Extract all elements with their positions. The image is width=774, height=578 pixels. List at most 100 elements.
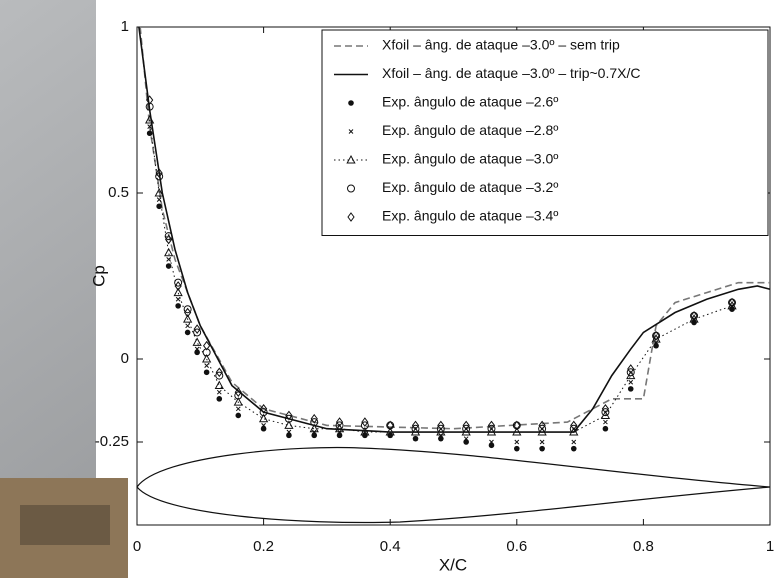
marker-circle: [215, 371, 224, 380]
marker-dot: [627, 386, 634, 392]
marker-diamond: [184, 307, 192, 318]
x-tick-label: 0.2: [253, 538, 274, 555]
marker-circle: [626, 368, 635, 377]
marker-triangle: [145, 114, 155, 124]
marker-triangle: [385, 426, 395, 436]
marker-circle: [569, 424, 578, 433]
marker-diamond: [627, 364, 635, 374]
marker-circle: [462, 424, 471, 433]
marker-diamond: [347, 212, 355, 222]
marker-circle: [164, 232, 173, 241]
marker-dot: [175, 303, 181, 309]
y-tick-label: 0.5: [108, 184, 129, 201]
marker-triangle: [346, 154, 356, 164]
marker-triangle: [164, 247, 174, 257]
marker-circle: [538, 424, 547, 433]
marker-cross: [628, 379, 634, 385]
marker-diamond: [386, 420, 394, 431]
marker-triangle: [284, 420, 294, 429]
marker-circle: [234, 391, 243, 400]
marker-diamond: [487, 420, 496, 431]
marker-dot: [184, 329, 191, 336]
marker-diamond: [155, 168, 163, 178]
x-tick-label: 0.4: [380, 538, 401, 555]
legend-box: [321, 29, 769, 236]
marker-triangle: [192, 337, 202, 346]
legend: Xfoil – âng. de ataque –3.0º – sem trip X…: [321, 29, 769, 236]
marker-cross: [571, 439, 577, 445]
legend-label: Exp. ângulo de ataque –2.8º: [382, 122, 558, 138]
marker-diamond: [165, 234, 173, 245]
marker-dot: [165, 263, 172, 269]
marker-triangle: [214, 380, 224, 390]
marker-triangle: [258, 413, 269, 423]
plot: 0 0.2 0.4 0.6 0.8 1 -0.25 0 0.5 1: [95, 18, 774, 555]
marker-diamond: [361, 417, 369, 427]
legend-label: Exp. ângulo de ataque –3.2º: [382, 179, 558, 195]
marker-diamond: [193, 324, 201, 334]
marker-triangle: [154, 187, 164, 197]
legend-label: Exp. ângulo de ataque –3.4º: [382, 208, 558, 224]
y-tick-label: -0.25: [95, 433, 129, 450]
marker-cross: [216, 389, 222, 395]
marker-dot: [539, 445, 545, 452]
marker-cross: [261, 423, 266, 428]
marker-diamond: [437, 420, 445, 431]
marker-circle: [347, 184, 355, 193]
marker-circle: [202, 348, 211, 357]
marker-circle: [284, 414, 293, 423]
marker-diamond: [174, 281, 182, 291]
series-line: [139, 26, 770, 430]
photo-detail: [20, 505, 110, 545]
marker-circle: [193, 328, 202, 337]
marker-dot: [602, 425, 609, 432]
marker-cross: [463, 436, 469, 442]
marker-cross: [286, 429, 292, 435]
marker-dot: [570, 445, 577, 452]
legend-label: Exp. ângulo de ataque –3.0º: [382, 151, 558, 167]
marker-diamond: [570, 420, 578, 431]
marker-circle: [487, 424, 496, 433]
marker-cross: [348, 129, 354, 134]
marker-diamond: [203, 340, 211, 351]
marker-dot: [216, 396, 223, 402]
marker-diamond: [310, 413, 318, 424]
marker-cross: [204, 363, 209, 368]
marker-triangle: [233, 397, 243, 406]
series-line: [138, 26, 771, 433]
x-tick-label: 1: [766, 538, 774, 555]
marker-circle: [411, 424, 420, 433]
marker-diamond: [690, 311, 698, 321]
plot-frame: [136, 26, 771, 526]
marker-cross: [603, 419, 608, 425]
marker-dot: [235, 412, 242, 419]
marker-diamond: [285, 410, 293, 421]
marker-cross: [185, 323, 190, 329]
marker-circle: [145, 102, 154, 111]
marker-cross: [235, 406, 241, 412]
marker-diamond: [259, 403, 268, 414]
marker-dot: [348, 100, 354, 106]
x-tick-label: 0: [133, 538, 141, 555]
marker-triangle: [201, 353, 212, 363]
marker-triangle: [173, 287, 183, 297]
marker-cross: [514, 439, 520, 445]
marker-diamond: [513, 420, 521, 431]
marker-cross: [147, 124, 153, 129]
marker-triangle: [360, 426, 370, 436]
marker-circle: [174, 278, 183, 287]
marker-diamond: [215, 367, 223, 378]
marker-diamond: [652, 330, 660, 341]
marker-dot: [146, 130, 153, 137]
y-tick-label: 1: [121, 18, 129, 35]
y-tick-label: 0: [121, 350, 129, 367]
marker-circle: [360, 421, 369, 430]
marker-diamond: [411, 420, 420, 431]
series-line: [149, 119, 733, 433]
marker-diamond: [728, 297, 736, 308]
marker-diamond: [462, 420, 470, 431]
marker-dot: [514, 445, 520, 452]
marker-circle: [310, 418, 319, 427]
marker-circle: [259, 408, 268, 417]
legend-label: Xfoil – âng. de ataque –3.0º – trip~0.7X…: [382, 65, 640, 81]
